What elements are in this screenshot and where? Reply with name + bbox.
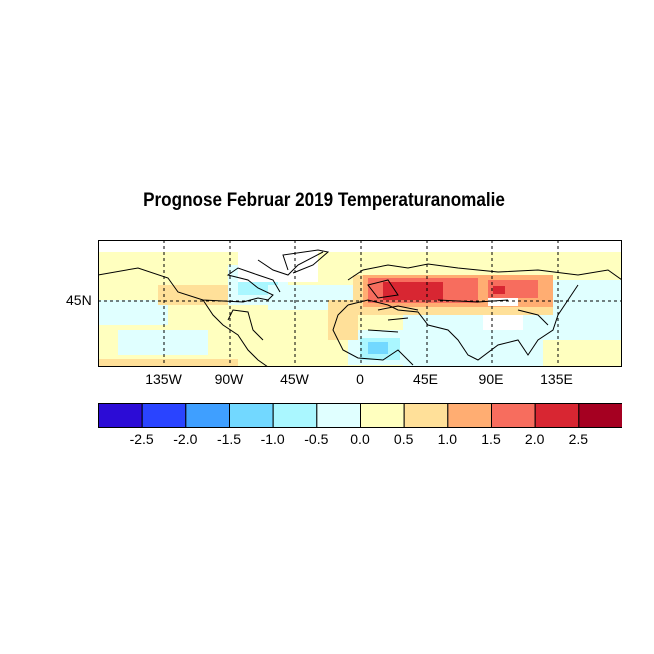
lon-tick-label: 90W (214, 371, 244, 387)
lon-tick-label: 0 (356, 371, 364, 387)
colorbar-label: -1.5 (216, 431, 242, 447)
colorbar-label: 0.5 (393, 431, 414, 447)
colorbar-cell (272, 403, 318, 428)
anomaly-map (98, 240, 622, 367)
colorbar-cell (403, 403, 449, 428)
colorbar-cell (360, 403, 405, 428)
colorbar-cell (141, 403, 187, 428)
colorbar-label: 2.0 (524, 431, 545, 447)
lon-tick-label: 135E (540, 371, 573, 387)
colorbar-cell (534, 403, 580, 428)
lon-tick-label: 90E (478, 371, 504, 387)
chart-title: Prognose Februar 2019 Temperaturanomalie (143, 190, 505, 211)
colorbar-label: 2.5 (568, 431, 589, 447)
coastlines (98, 249, 622, 367)
colorbar-cell (98, 403, 143, 428)
lon-tick-label: 45W (280, 371, 309, 387)
colorbar-cell (185, 403, 231, 428)
colorbar-cell (447, 403, 493, 428)
colorbar-label: -2.0 (173, 431, 198, 447)
lat-tick-label: 45N (66, 292, 92, 308)
colorbar-label: 1.5 (481, 431, 501, 447)
colorbar-label: 0.0 (350, 431, 370, 447)
colorbar-cell (491, 403, 536, 428)
colorbar-label: -0.5 (304, 431, 329, 447)
colorbar-cell (316, 403, 361, 428)
lon-tick-label: 45E (413, 371, 438, 387)
colorbar-label: -1.0 (260, 431, 285, 447)
polar-nodata (98, 240, 622, 252)
colorbar-cell (578, 403, 622, 428)
lon-tick-label: 135W (145, 371, 182, 387)
colorbar-label: -2.5 (129, 431, 154, 447)
map-frame (98, 240, 622, 367)
colorbar (98, 403, 622, 428)
colorbar-cell (229, 403, 274, 428)
colorbar-label: 1.0 (437, 431, 458, 447)
